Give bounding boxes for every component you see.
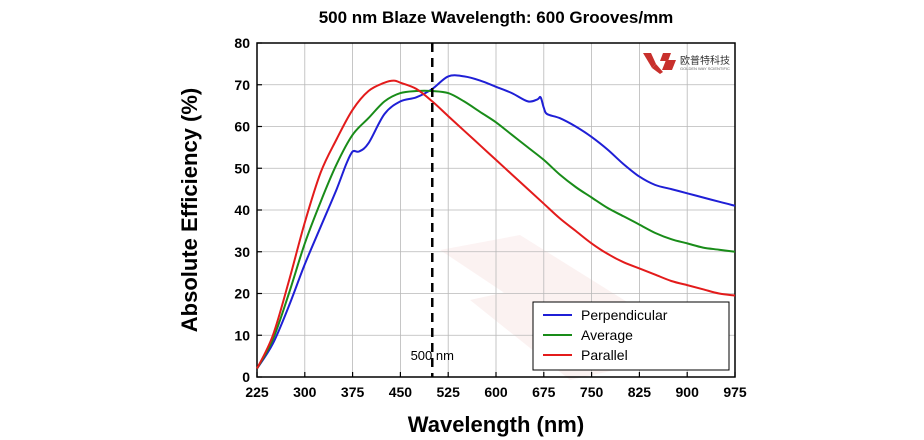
y-tick-label: 50 [234, 160, 250, 176]
y-axis-label: Absolute Efficiency (%) [177, 88, 202, 332]
y-tick-label: 40 [234, 202, 250, 218]
x-tick-label: 525 [437, 384, 461, 400]
x-tick-label: 975 [723, 384, 747, 400]
x-tick-label: 825 [628, 384, 652, 400]
x-tick-label: 600 [484, 384, 508, 400]
series-layer [256, 74, 736, 370]
x-tick-label: 375 [341, 384, 365, 400]
series-line-average [256, 89, 736, 370]
y-tick-label: 20 [234, 286, 250, 302]
y-tick-label: 60 [234, 119, 250, 135]
x-tick-label: 225 [245, 384, 269, 400]
y-tick-label: 0 [242, 369, 250, 385]
series-line-perpendicular [256, 74, 736, 370]
company-logo: 欧普特科技 GOLDEN WAY SCIENTIFIC [643, 53, 730, 74]
series-line-parallel [256, 79, 736, 370]
grid [257, 43, 735, 377]
x-tick-label: 675 [532, 384, 556, 400]
legend: Perpendicular Average Parallel [532, 301, 730, 371]
x-tick-label: 750 [580, 384, 604, 400]
legend-label-average: Average [581, 327, 633, 343]
legend-label-perpendicular: Perpendicular [581, 307, 668, 323]
x-tick-label: 450 [389, 384, 413, 400]
axis-ticks: 225 300 375 450 525 600 675 750 825 900 975 0 10 20 30… [234, 35, 746, 400]
x-axis-label: Wavelength (nm) [408, 412, 584, 437]
logo-text: 欧普特科技 [680, 54, 730, 67]
legend-label-parallel: Parallel [581, 347, 628, 363]
y-tick-label: 80 [234, 35, 250, 51]
y-tick-label: 70 [234, 77, 250, 93]
logo-subtext: GOLDEN WAY SCIENTIFIC [680, 66, 730, 71]
y-tick-label: 10 [234, 327, 250, 343]
x-tick-label: 900 [676, 384, 700, 400]
logo-mark-icon [643, 53, 676, 74]
x-tick-label: 300 [293, 384, 317, 400]
chart-title: 500 nm Blaze Wavelength: 600 Grooves/mm [319, 8, 674, 27]
blaze-wavelength-label: 500 nm [411, 348, 454, 363]
y-tick-label: 30 [234, 244, 250, 260]
